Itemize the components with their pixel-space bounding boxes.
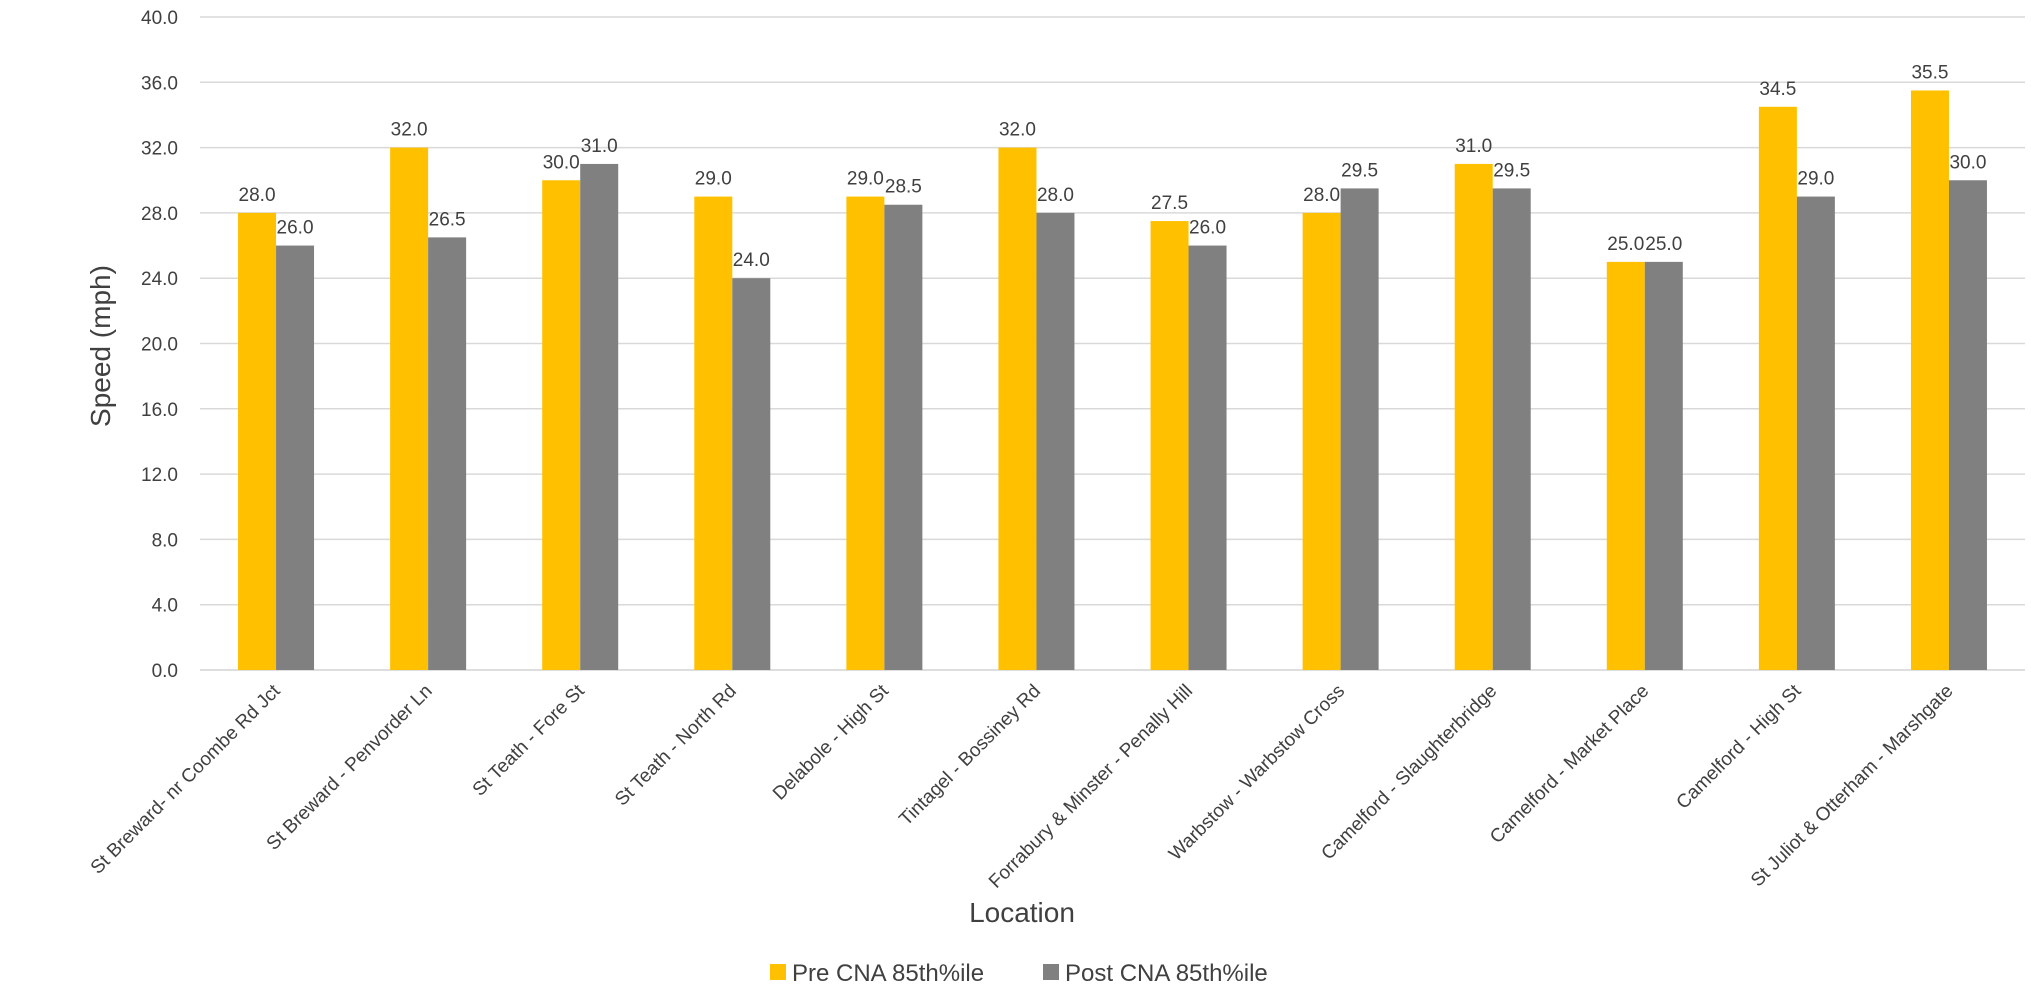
bar-post-cna xyxy=(1644,261,1683,670)
data-label: 28.5 xyxy=(885,177,922,198)
bar-post-cna xyxy=(1492,188,1531,670)
data-label: 32.0 xyxy=(999,120,1036,141)
bar-post-cna xyxy=(428,237,467,670)
bar-pre-cna xyxy=(694,196,733,670)
data-label: 29.5 xyxy=(1341,160,1378,181)
data-label: 29.0 xyxy=(695,169,732,190)
bar-pre-cna xyxy=(1302,212,1341,670)
data-label: 31.0 xyxy=(581,136,618,157)
bar-post-cna xyxy=(1796,196,1835,670)
bar-pre-cna xyxy=(1758,106,1797,671)
x-category-label: Warbstow - Warbstow Cross xyxy=(1165,681,1349,865)
bar-pre-cna xyxy=(1606,261,1645,670)
bar-pre-cna xyxy=(390,147,429,671)
data-label: 28.0 xyxy=(239,185,276,206)
x-category-label: Tintagel - Bossiney Rd xyxy=(895,681,1045,831)
data-label: 25.0 xyxy=(1607,234,1644,255)
bar-pre-cna xyxy=(846,196,885,670)
y-tick-label: 36.0 xyxy=(141,73,178,94)
bar-pre-cna xyxy=(238,212,277,670)
x-category-label: St Teath - North Rd xyxy=(611,681,741,811)
legend-label-pre: Pre CNA 85th%ile xyxy=(792,960,984,987)
y-tick-label: 12.0 xyxy=(141,465,178,486)
x-category-label: St Breward- nr Coombe Rd Jct xyxy=(87,680,285,878)
data-label: 29.0 xyxy=(847,169,884,190)
y-tick-label: 4.0 xyxy=(152,596,178,617)
data-label: 31.0 xyxy=(1455,136,1492,157)
data-label: 27.5 xyxy=(1151,193,1188,214)
data-label: 28.0 xyxy=(1037,185,1074,206)
data-label: 25.0 xyxy=(1645,234,1682,255)
data-label: 34.5 xyxy=(1759,79,1796,100)
y-tick-label: 8.0 xyxy=(152,530,178,551)
bar-post-cna xyxy=(580,163,619,671)
data-label: 35.5 xyxy=(1911,62,1948,83)
y-tick-label: 16.0 xyxy=(141,400,178,421)
data-label: 29.5 xyxy=(1493,160,1530,181)
data-label: 26.0 xyxy=(277,218,314,239)
x-category-label: St Teath - Fore St xyxy=(469,680,589,800)
bar-pre-cna xyxy=(542,180,581,670)
y-tick-label: 40.0 xyxy=(141,8,178,29)
x-axis-title: Location xyxy=(969,897,1075,928)
data-label: 32.0 xyxy=(391,120,428,141)
x-category-label: Delabole - High St xyxy=(769,680,893,804)
legend-swatch-post xyxy=(1043,964,1059,980)
y-tick-label: 28.0 xyxy=(141,204,178,225)
data-label: 30.0 xyxy=(543,152,580,173)
y-tick-label: 32.0 xyxy=(141,139,178,160)
data-label: 26.5 xyxy=(429,209,466,230)
bar-post-cna xyxy=(732,278,771,670)
x-category-label: Camelford - Market Place xyxy=(1486,681,1653,848)
bar-post-cna xyxy=(1036,212,1075,670)
y-axis-title: Speed (mph) xyxy=(85,265,116,427)
bar-post-cna xyxy=(1948,180,1987,670)
gridlines xyxy=(200,16,2025,671)
data-label: 29.0 xyxy=(1797,169,1834,190)
legend-swatch-pre xyxy=(770,964,786,980)
y-tick-label: 20.0 xyxy=(141,335,178,356)
bars xyxy=(238,90,1987,671)
bar-pre-cna xyxy=(1454,163,1493,671)
bar-post-cna xyxy=(276,245,315,671)
data-label: 30.0 xyxy=(1949,152,1986,173)
bar-post-cna xyxy=(1188,245,1227,671)
x-category-label: Camelford - High St xyxy=(1673,680,1806,813)
legend-label-post: Post CNA 85th%ile xyxy=(1065,960,1268,987)
x-category-label: St Breward - Penvorder Ln xyxy=(263,681,437,855)
bar-pre-cna xyxy=(998,147,1037,671)
data-label: 24.0 xyxy=(733,250,770,271)
data-labels: 28.026.032.026.530.031.029.024.029.0 28.5… xyxy=(239,62,1987,271)
data-label: 26.0 xyxy=(1189,218,1226,239)
bar-post-cna xyxy=(884,204,923,671)
bar-pre-cna xyxy=(1150,221,1189,670)
y-tick-label: 24.0 xyxy=(141,269,178,290)
bar-post-cna xyxy=(1340,188,1379,670)
x-category-label: Camelford - Slaughterbridge xyxy=(1318,681,1502,865)
legend: Pre CNA 85th%ile Post CNA 85th%ile xyxy=(770,960,1268,987)
y-axis-tick-labels: 0.0 4.0 8.0 12.0 16.0 20.0 24.0 28.0 32.0 36.0 40.… xyxy=(141,8,178,682)
y-tick-label: 0.0 xyxy=(152,661,178,682)
data-label: 28.0 xyxy=(1303,185,1340,206)
bar-pre-cna xyxy=(1910,90,1949,670)
